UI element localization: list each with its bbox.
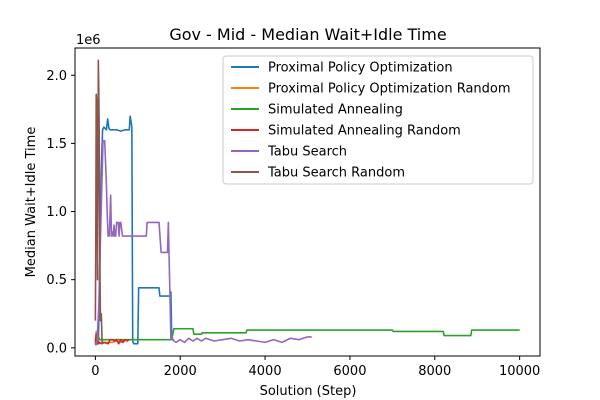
x-axis: 0 2000 4000 6000 8000 10000 <box>91 356 540 379</box>
y-tick-label: 0.0 <box>46 341 67 356</box>
legend-entry-4: Tabu Search <box>267 145 347 160</box>
series-line-3 <box>94 333 130 345</box>
legend-box <box>222 55 534 185</box>
x-tick-label: 6000 <box>333 364 366 379</box>
series-line-4 <box>94 139 312 346</box>
legend-entry-2: Simulated Annealing <box>268 103 403 118</box>
y-tick-label: 2.0 <box>46 69 67 84</box>
chart-title: Gov - Mid - Median Wait+Idle Time <box>169 25 446 44</box>
y-axis: 0.0 0.5 1.0 1.5 2.0 <box>46 69 75 356</box>
x-axis-label: Solution (Step) <box>260 384 357 399</box>
x-tick-label: 4000 <box>249 364 282 379</box>
y-tick-label: 1.0 <box>46 205 67 220</box>
x-tick-label: 2000 <box>164 364 197 379</box>
y-tick-label: 1.5 <box>46 137 67 152</box>
y-tick-label: 0.5 <box>46 273 67 288</box>
legend-entry-1: Proximal Policy Optimization Random <box>268 82 511 97</box>
legend-entry-5: Tabu Search Random <box>267 166 405 181</box>
legend: Proximal Policy Optimization Proximal Pol… <box>222 55 534 185</box>
series-line-2 <box>94 327 520 342</box>
x-tick-label: 10000 <box>499 364 540 379</box>
legend-entry-0: Proximal Policy Optimization <box>268 61 453 76</box>
y-axis-label: Median Wait+Idle Time <box>24 127 39 278</box>
x-tick-label: 8000 <box>418 364 451 379</box>
x-tick-label: 0 <box>91 364 99 379</box>
series-line-0 <box>94 115 173 346</box>
plot-frame <box>74 47 541 357</box>
series-layer <box>94 59 520 346</box>
y-offset-label: 1e6 <box>76 33 101 48</box>
legend-entry-3: Simulated Annealing Random <box>268 124 461 139</box>
series-line-5 <box>94 59 105 345</box>
